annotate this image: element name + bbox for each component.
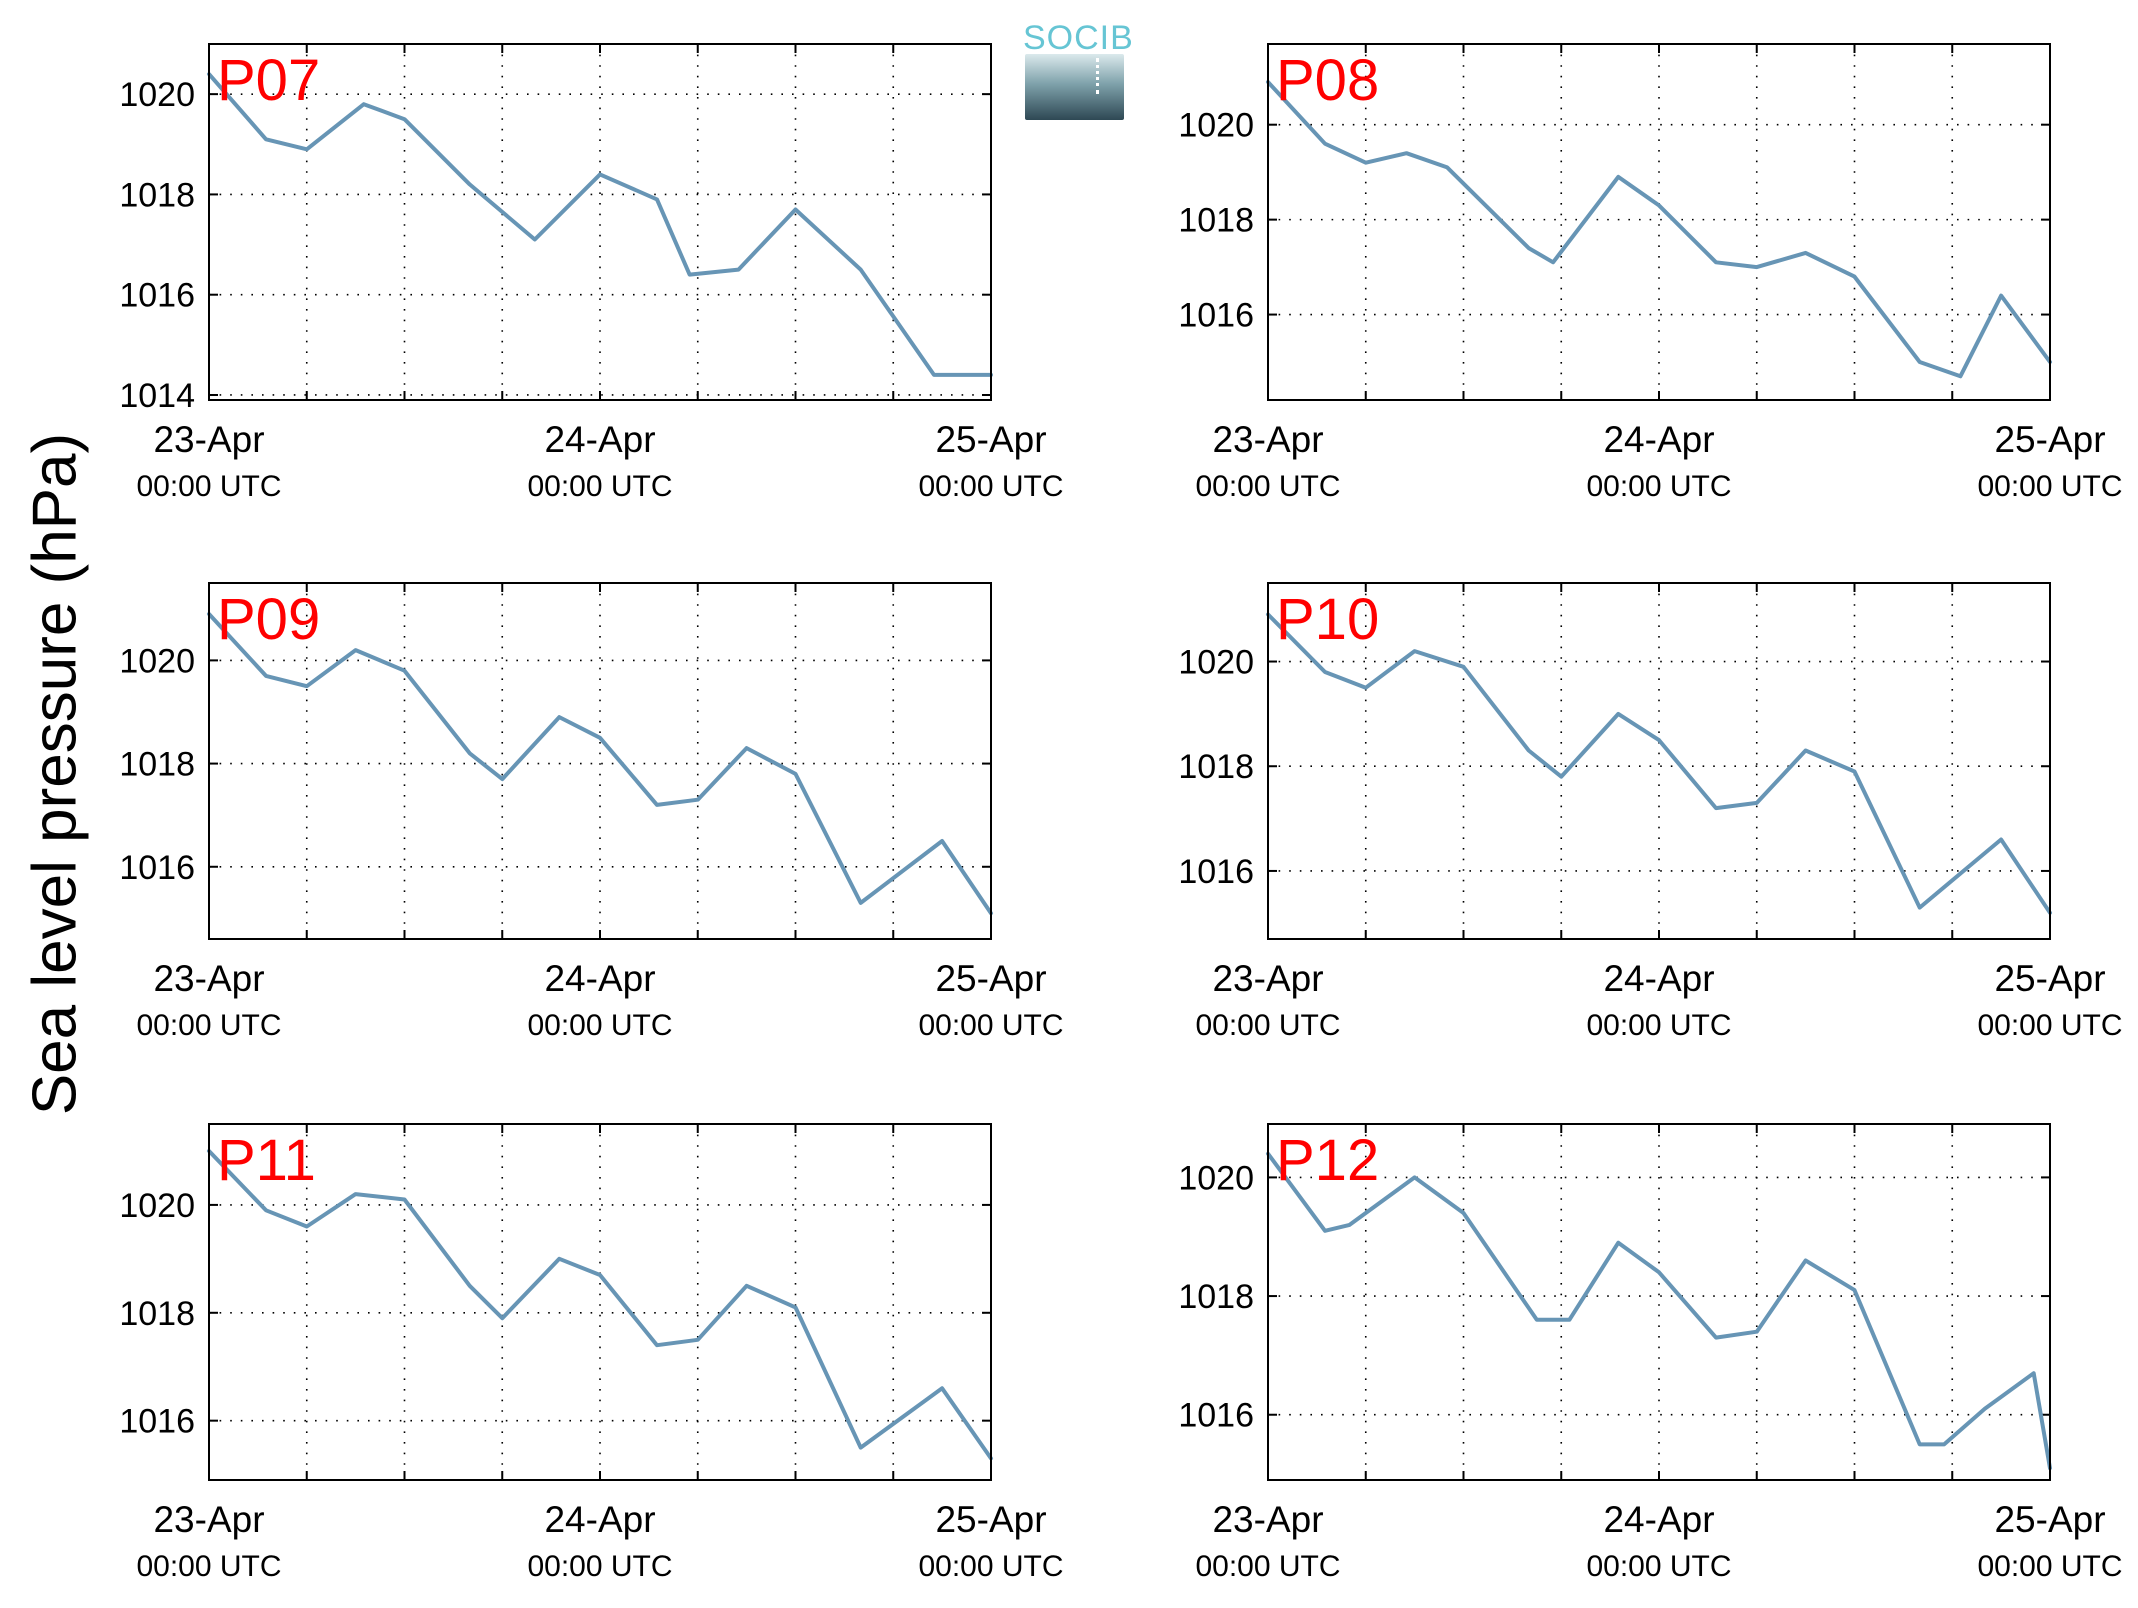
chart-panel-p07: 1014 1016 1018 1020 23-Apr 00:00 UTC 24-Apr 00:… xyxy=(119,43,1064,503)
x-tick-label-date: 25-Apr xyxy=(935,1499,1046,1540)
y-tick-label: 1020 xyxy=(119,1187,195,1225)
x-tick-label-date: 24-Apr xyxy=(544,1499,655,1540)
y-tick-label: 1020 xyxy=(1178,1159,1254,1197)
axes-frame xyxy=(208,582,992,940)
x-tick-label-time: 00:00 UTC xyxy=(1586,1550,1731,1583)
pressure-series-line xyxy=(1266,612,2052,915)
axes-frame xyxy=(1267,43,2051,401)
axes-frame xyxy=(1267,1123,2051,1481)
panel-label: P07 xyxy=(217,48,320,113)
x-tick-label-date: 25-Apr xyxy=(1994,958,2105,999)
y-tick-label: 1016 xyxy=(119,849,195,887)
x-tick-label-time: 00:00 UTC xyxy=(918,1550,1063,1583)
pressure-series-line xyxy=(207,1149,993,1461)
pressure-series-line xyxy=(1266,1151,2052,1471)
x-tick-label-time: 00:00 UTC xyxy=(527,470,672,503)
y-tick-label: 1018 xyxy=(119,1295,195,1333)
axes-frame xyxy=(208,43,992,401)
x-tick-label-time: 00:00 UTC xyxy=(918,470,1063,503)
y-tick-label: 1020 xyxy=(1178,107,1254,145)
x-tick-label-date: 23-Apr xyxy=(153,419,264,460)
x-tick-label-date: 23-Apr xyxy=(153,958,264,999)
logo-text: SOCIB xyxy=(1023,19,1134,57)
chart-panel-p09: 1016 1018 1020 23-Apr 00:00 UTC 24-Apr 00:00 U… xyxy=(119,582,1064,1042)
chart-panel-p12: 1016 1018 1020 23-Apr 00:00 UTC 24-Apr 00:00 U… xyxy=(1178,1123,2123,1583)
y-tick-label: 1018 xyxy=(119,176,195,214)
y-tick-label: 1014 xyxy=(119,377,195,415)
y-tick-label: 1020 xyxy=(119,642,195,680)
y-tick-label: 1018 xyxy=(1178,748,1254,786)
axes-frame xyxy=(208,1123,992,1481)
y-tick-label: 1020 xyxy=(1178,644,1254,682)
panel-label: P09 xyxy=(217,587,320,652)
x-tick-label-date: 24-Apr xyxy=(544,958,655,999)
x-tick-label-time: 00:00 UTC xyxy=(918,1009,1063,1042)
panel-label: P10 xyxy=(1276,587,1379,652)
x-tick-label-time: 00:00 UTC xyxy=(527,1009,672,1042)
x-tick-label-time: 00:00 UTC xyxy=(527,1550,672,1583)
y-tick-label: 1020 xyxy=(119,76,195,114)
x-tick-label-date: 23-Apr xyxy=(1212,958,1323,999)
x-tick-label-date: 25-Apr xyxy=(1994,419,2105,460)
x-tick-label-date: 24-Apr xyxy=(1603,958,1714,999)
x-tick-label-date: 24-Apr xyxy=(1603,419,1714,460)
pressure-series-line xyxy=(207,612,993,916)
panel-label: P12 xyxy=(1276,1128,1379,1193)
x-tick-label-time: 00:00 UTC xyxy=(136,470,281,503)
panel-label: P08 xyxy=(1276,48,1379,113)
x-tick-label-date: 25-Apr xyxy=(1994,1499,2105,1540)
panel-label: P11 xyxy=(217,1128,316,1193)
chart-panel-p10: 1016 1018 1020 23-Apr 00:00 UTC 24-Apr 00:00 U… xyxy=(1178,582,2123,1042)
x-tick-label-date: 24-Apr xyxy=(1603,1499,1714,1540)
logo-dotted-line xyxy=(1096,58,1099,94)
chart-panel-p08: 1016 1018 1020 23-Apr 00:00 UTC 24-Apr 00:00 U… xyxy=(1178,43,2123,503)
x-tick-label-time: 00:00 UTC xyxy=(1977,1009,2122,1042)
x-tick-label-time: 00:00 UTC xyxy=(1586,470,1731,503)
x-tick-label-date: 24-Apr xyxy=(544,419,655,460)
y-tick-label: 1016 xyxy=(119,1403,195,1441)
x-tick-label-time: 00:00 UTC xyxy=(1195,1550,1340,1583)
y-tick-label: 1018 xyxy=(1178,202,1254,240)
x-tick-label-date: 23-Apr xyxy=(1212,1499,1323,1540)
y-tick-label: 1018 xyxy=(1178,1278,1254,1316)
x-tick-label-date: 23-Apr xyxy=(1212,419,1323,460)
socib-logo: SOCIB xyxy=(1023,18,1134,121)
y-tick-label: 1016 xyxy=(119,277,195,315)
x-tick-label-time: 00:00 UTC xyxy=(1195,1009,1340,1042)
y-tick-label: 1016 xyxy=(1178,853,1254,891)
pressure-series-line xyxy=(207,72,993,377)
logo-graphic xyxy=(1025,54,1124,120)
x-tick-label-time: 00:00 UTC xyxy=(1977,1550,2122,1583)
x-tick-label-time: 00:00 UTC xyxy=(136,1009,281,1042)
pressure-series-line xyxy=(1266,80,2052,379)
y-tick-label: 1018 xyxy=(119,746,195,784)
x-tick-label-date: 25-Apr xyxy=(935,958,1046,999)
x-tick-label-date: 25-Apr xyxy=(935,419,1046,460)
chart-panel-p11: 1016 1018 1020 23-Apr 00:00 UTC 24-Apr 00:00 U… xyxy=(119,1123,1064,1583)
x-tick-label-time: 00:00 UTC xyxy=(1977,470,2122,503)
axes-frame xyxy=(1267,582,2051,940)
y-tick-label: 1016 xyxy=(1178,297,1254,335)
y-tick-label: 1016 xyxy=(1178,1397,1254,1435)
x-tick-label-date: 23-Apr xyxy=(153,1499,264,1540)
x-tick-label-time: 00:00 UTC xyxy=(1586,1009,1731,1042)
x-tick-label-time: 00:00 UTC xyxy=(1195,470,1340,503)
x-tick-label-time: 00:00 UTC xyxy=(136,1550,281,1583)
